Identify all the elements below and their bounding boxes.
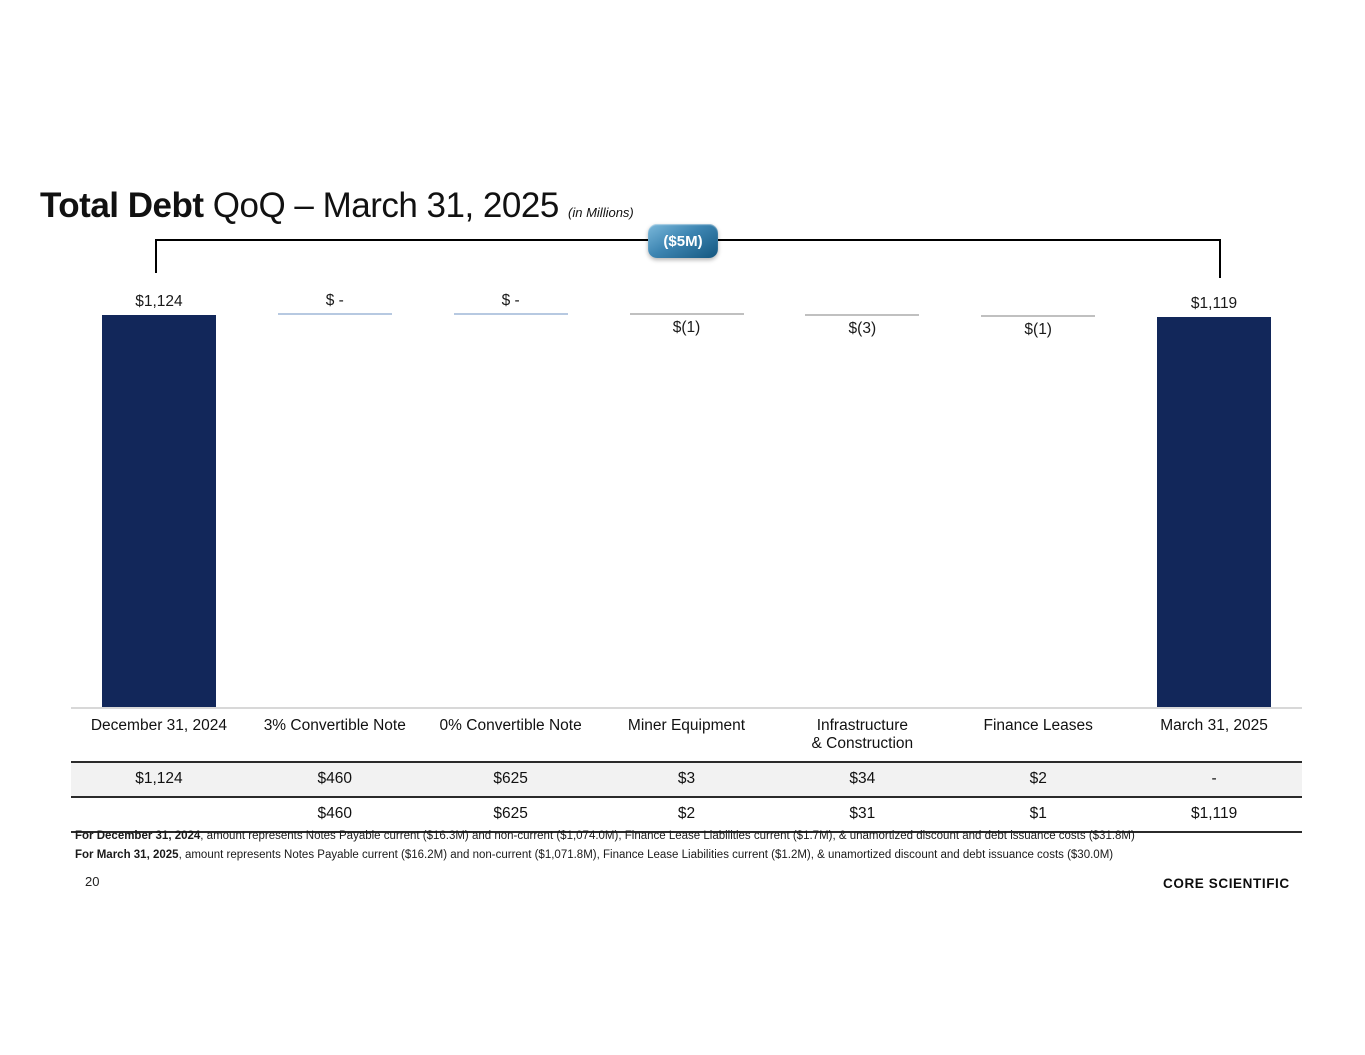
table-cell: $625 bbox=[493, 770, 528, 787]
company-logo: CORE SCIENTIFIC bbox=[1163, 876, 1290, 891]
table-cell: $31 bbox=[849, 805, 876, 822]
table-cell: $1,124 bbox=[135, 770, 183, 787]
bracket-left-drop bbox=[155, 239, 157, 273]
total-change-badge: ($5M) bbox=[648, 224, 718, 258]
category-label: December 31, 2024 bbox=[90, 717, 227, 734]
waterfall-marker bbox=[453, 313, 568, 315]
page-title: Total Debt QoQ – March 31, 2025 (in Mill… bbox=[40, 186, 634, 226]
chart-baseline bbox=[71, 707, 1302, 709]
bar-value-label: $1,119 bbox=[1190, 294, 1238, 312]
waterfall-bar bbox=[1157, 316, 1272, 707]
bracket-right-drop bbox=[1219, 239, 1221, 278]
table-row: $460 $625 $2 $31 $1 $1,119 bbox=[71, 798, 1302, 831]
footnote-line: For December 31, 2024, amount represents… bbox=[75, 830, 1135, 842]
bar-value-label: $ - bbox=[501, 292, 520, 309]
category-label: Finance Leases bbox=[983, 717, 1093, 734]
table-cell: - bbox=[1211, 770, 1217, 787]
title-regular: QoQ – March 31, 2025 bbox=[212, 186, 560, 226]
bar-value-label: $(1) bbox=[1024, 320, 1052, 338]
title-bold: Total Debt bbox=[40, 186, 204, 226]
category-label: 3% Convertible Note bbox=[263, 717, 406, 734]
waterfall-marker bbox=[629, 313, 744, 316]
table-cell: $460 bbox=[317, 805, 353, 822]
data-table: $1,124 $460 $625 $3 $34 $2 - $460 $625 $2 $31 $1 $1,… bbox=[71, 761, 1302, 833]
table-cell: $1 bbox=[1029, 805, 1047, 822]
table-row: $1,124 $460 $625 $3 $34 $2 - bbox=[71, 763, 1302, 798]
table-cell: $3 bbox=[677, 770, 696, 787]
footnote-text: , amount represents Notes Payable curren… bbox=[200, 830, 1135, 842]
table-cell: $625 bbox=[493, 805, 528, 822]
page-number: 20 bbox=[85, 874, 100, 889]
category-label: Miner Equipment bbox=[627, 717, 746, 734]
waterfall-marker bbox=[277, 313, 392, 315]
category-label: 0% Convertible Note bbox=[439, 717, 582, 734]
bar-value-label: $1,124 bbox=[135, 293, 183, 310]
footnote-line: For March 31, 2025, amount represents No… bbox=[75, 849, 1135, 861]
title-units: (in Millions) bbox=[568, 205, 634, 221]
waterfall-marker bbox=[805, 314, 920, 317]
bar-value-label: $(1) bbox=[672, 319, 701, 337]
table-cell: $1,119 bbox=[1190, 805, 1238, 822]
bar-value-label: $(3) bbox=[848, 320, 877, 338]
footnote-bold: For March 31, 2025 bbox=[75, 849, 179, 861]
waterfall-chart: $1,124 $ - $ - $(1) $(3) $(1) $1,119 bbox=[71, 0, 1302, 708]
table-cell: $34 bbox=[849, 770, 876, 787]
footnote-text: , amount represents Notes Payable curren… bbox=[178, 849, 1114, 861]
bar-value-label: $ - bbox=[325, 292, 344, 309]
category-label: Infrastructure & Construction bbox=[811, 717, 914, 752]
table-cell: $2 bbox=[677, 805, 696, 822]
table-cell: $2 bbox=[1029, 770, 1047, 787]
waterfall-bar bbox=[101, 315, 216, 707]
table-cell: $460 bbox=[317, 770, 353, 787]
category-label: March 31, 2025 bbox=[1160, 717, 1268, 734]
waterfall-marker bbox=[981, 314, 1096, 317]
table-cell bbox=[71, 798, 247, 831]
footnotes: For December 31, 2024, amount represents… bbox=[75, 830, 1135, 868]
footnote-bold: For December 31, 2024 bbox=[75, 830, 201, 842]
category-labels: December 31, 2024 3% Convertible Note 0% C… bbox=[71, 717, 1302, 759]
